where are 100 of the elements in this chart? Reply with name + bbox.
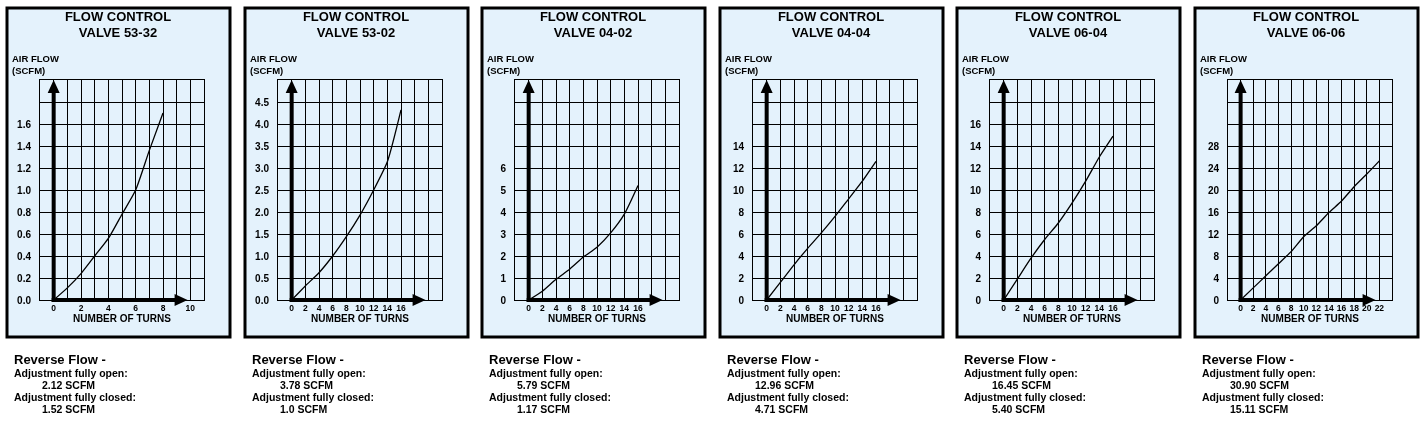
x-tick-label: 16 bbox=[870, 303, 881, 314]
text: Reverse Flow - bbox=[964, 352, 1056, 367]
x-tick-label: 14 bbox=[1094, 303, 1105, 314]
x-tick-label: 8 bbox=[818, 303, 824, 314]
y-tick-label: 3.5 bbox=[254, 140, 269, 152]
y-tick-label: 0.0 bbox=[254, 294, 269, 306]
y-tick-label: 0.5 bbox=[254, 272, 269, 284]
x-tick-label: 2 bbox=[1014, 303, 1020, 314]
x-tick-label: 4 bbox=[791, 303, 797, 314]
text: 30.90 SCFM bbox=[1229, 379, 1289, 391]
text: Adjustment fully open: bbox=[964, 367, 1078, 379]
y-tick-label: 4.0 bbox=[254, 118, 269, 130]
x-tick-label: 10 bbox=[185, 303, 196, 314]
y-tick-label: 1 bbox=[500, 272, 507, 284]
y-tick-label: 14 bbox=[969, 140, 982, 152]
y-tick-label: 6 bbox=[975, 228, 982, 240]
y-tick-label: 0 bbox=[500, 294, 507, 306]
text: 3.78 SCFM bbox=[279, 379, 333, 391]
text: 5.40 SCFM bbox=[992, 403, 1046, 415]
y-tick-label: 1.0 bbox=[254, 250, 269, 262]
x-axis-title: NUMBER OF TURNS bbox=[1260, 313, 1359, 325]
x-tick-label: 6 bbox=[133, 303, 139, 314]
chart-title: FLOW CONTROL VALVE 04-02 bbox=[539, 8, 647, 41]
x-tick-label: 16 bbox=[633, 303, 643, 314]
y-tick-label: 2 bbox=[500, 250, 507, 262]
x-tick-label: 0 bbox=[51, 303, 57, 314]
x-tick-label: 0 bbox=[1001, 303, 1007, 314]
x-tick-label: 8 bbox=[580, 303, 586, 314]
y-tick-label: 28 bbox=[1207, 140, 1219, 152]
y-tick-label: 12 bbox=[1207, 228, 1219, 240]
y-tick-label: 4 bbox=[1212, 272, 1219, 284]
x-tick-label: 4 bbox=[1262, 303, 1268, 314]
x-tick-label: 2 bbox=[302, 303, 308, 314]
x-tick-label: 10 bbox=[1298, 303, 1309, 314]
x-axis-title: NUMBER OF TURNS bbox=[548, 313, 647, 325]
x-tick-label: 10 bbox=[1067, 303, 1077, 314]
x-tick-label: 20 bbox=[1361, 303, 1372, 314]
text: Adjustment fully open: bbox=[489, 367, 603, 379]
y-tick-label: 0.8 bbox=[17, 206, 32, 218]
y-tick-label: 8 bbox=[975, 206, 982, 218]
y-tick-label: 20 bbox=[1207, 184, 1219, 196]
y-tick-label: 4 bbox=[975, 250, 982, 262]
text: 4.71 SCFM bbox=[754, 403, 808, 415]
x-tick-label: 12 bbox=[605, 303, 616, 314]
x-tick-label: 10 bbox=[354, 303, 365, 314]
y-tick-label: 2 bbox=[737, 272, 744, 284]
y-tick-label: 4 bbox=[737, 250, 744, 262]
y-tick-label: 0.4 bbox=[17, 250, 32, 262]
y-tick-label: 8 bbox=[737, 206, 744, 218]
y-tick-label: 1.4 bbox=[17, 140, 32, 152]
y-tick-label: 14 bbox=[732, 140, 744, 152]
chart-title: FLOW CONTROL VALVE 06-06 bbox=[1252, 8, 1359, 41]
x-tick-label: 18 bbox=[1348, 303, 1359, 314]
x-tick-label: 16 bbox=[1336, 303, 1347, 314]
x-tick-label: 6 bbox=[567, 303, 573, 314]
x-tick-label: 14 bbox=[619, 303, 630, 314]
y-tick-label: 4 bbox=[500, 206, 507, 218]
x-axis-title: NUMBER OF TURNS bbox=[1023, 313, 1122, 325]
x-tick-label: 6 bbox=[329, 303, 335, 314]
x-tick-label: 8 bbox=[160, 303, 166, 314]
text: 16.45 SCFM bbox=[992, 379, 1052, 391]
x-tick-label: 6 bbox=[1275, 303, 1281, 314]
x-tick-label: 2 bbox=[539, 303, 545, 314]
y-tick-label: 0.6 bbox=[17, 228, 32, 240]
chart-title: FLOW CONTROL VALVE 53-32 bbox=[64, 8, 172, 41]
x-tick-label: 2 bbox=[1250, 303, 1256, 314]
x-tick-label: 14 bbox=[382, 303, 392, 314]
text: 1.17 SCFM bbox=[517, 403, 571, 415]
x-tick-label: 0 bbox=[1237, 303, 1243, 314]
x-tick-label: 8 bbox=[343, 303, 349, 314]
text: 1.52 SCFM bbox=[42, 403, 96, 415]
y-tick-label: 1.5 bbox=[254, 228, 269, 240]
y-tick-label: 0.2 bbox=[17, 272, 32, 284]
text: Reverse Flow - bbox=[1201, 352, 1294, 367]
text: Adjustment fully open: bbox=[251, 367, 366, 379]
y-tick-label: 1.2 bbox=[17, 162, 32, 174]
y-tick-label: 3.0 bbox=[254, 162, 269, 174]
y-axis-title: AIR FLOW (SCFM) bbox=[724, 53, 772, 77]
chart-title: FLOW CONTROL VALVE 06-04 bbox=[1014, 8, 1122, 41]
x-tick-label: 16 bbox=[395, 303, 406, 314]
x-tick-label: 4 bbox=[1028, 303, 1034, 314]
x-tick-label: 16 bbox=[1108, 303, 1118, 314]
x-tick-label: 10 bbox=[829, 303, 840, 314]
y-tick-label: 2.0 bbox=[254, 206, 269, 218]
text: Adjustment fully closed: bbox=[1201, 391, 1324, 403]
text: Adjustment fully closed: bbox=[14, 391, 136, 403]
text: Adjustment fully closed: bbox=[726, 391, 849, 403]
x-tick-label: 2 bbox=[78, 303, 84, 314]
y-tick-label: 3 bbox=[500, 228, 507, 240]
x-tick-label: 4 bbox=[316, 303, 322, 314]
x-tick-label: 0 bbox=[763, 303, 769, 314]
text: Adjustment fully open: bbox=[14, 367, 128, 379]
y-tick-label: 5 bbox=[500, 184, 507, 196]
y-tick-label: 0 bbox=[737, 294, 744, 306]
chart-title: FLOW CONTROL VALVE 53-02 bbox=[302, 8, 409, 41]
text: 15.11 SCFM bbox=[1229, 403, 1289, 415]
y-axis-title: AIR FLOW (SCFM) bbox=[12, 53, 59, 77]
y-tick-label: 12 bbox=[732, 162, 744, 174]
text: 12.96 SCFM bbox=[754, 379, 814, 391]
x-tick-label: 4 bbox=[105, 303, 111, 314]
